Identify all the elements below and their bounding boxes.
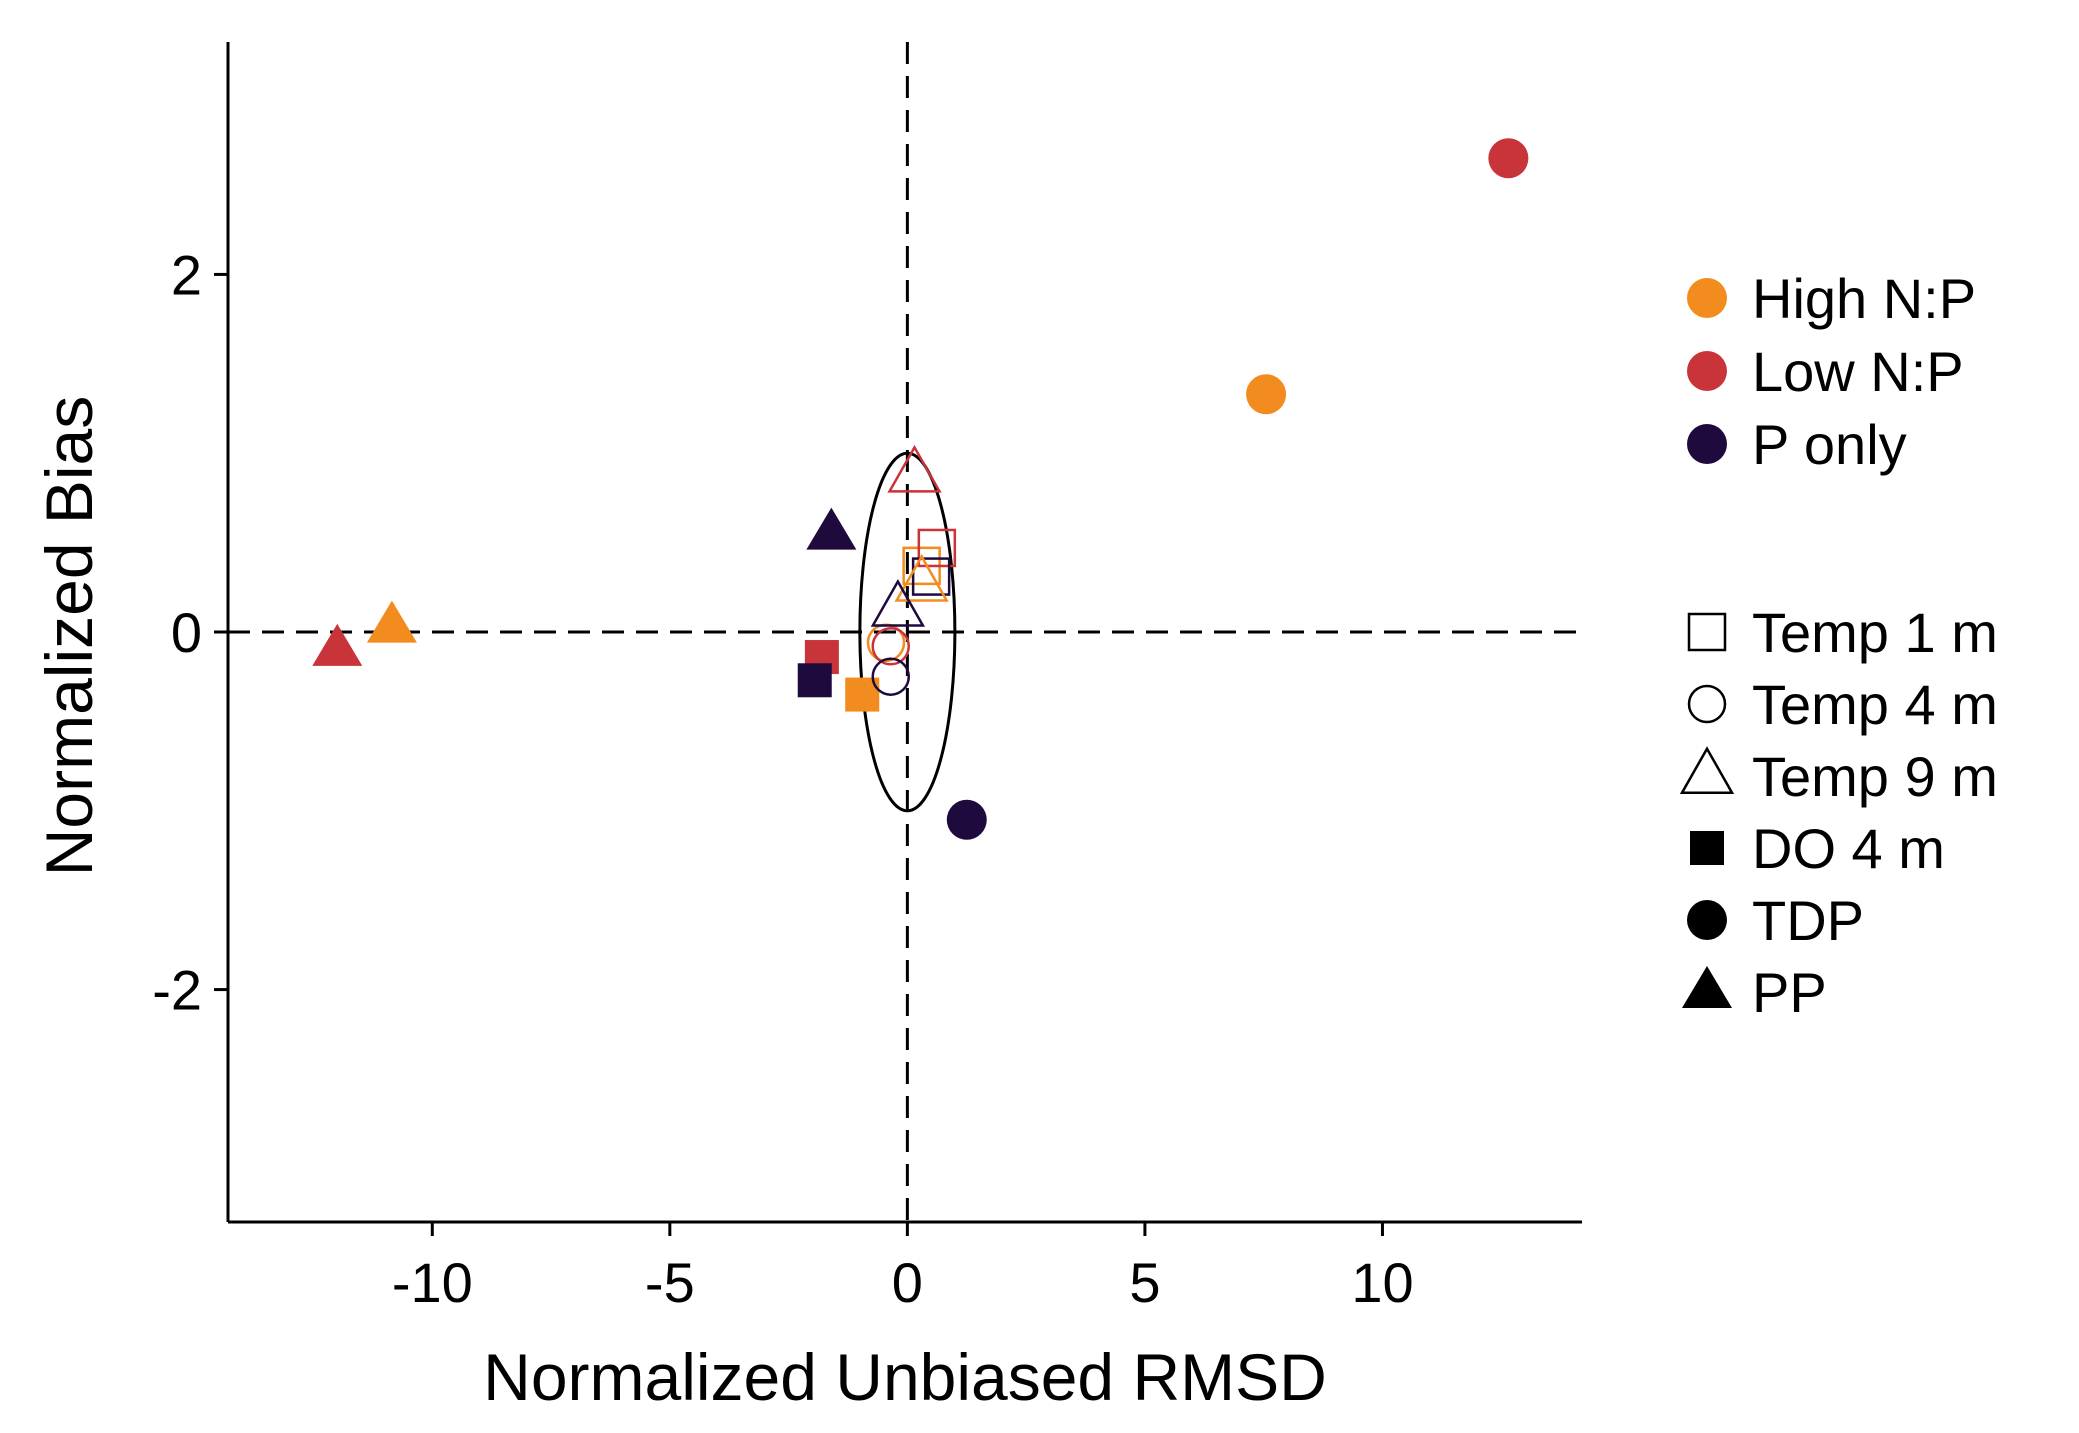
legend-shape-swatch [1687,900,1727,940]
unit-circle-ellipse [858,451,957,813]
data-point-p-only-pp [806,507,857,550]
legend-shape-label: DO 4 m [1752,817,1945,880]
data-point-low-n-p-temp-1-m [917,528,957,568]
reference-ellipse-layer [858,451,957,813]
data-point-p-only-do-4-m [797,663,832,698]
x-axis-title: Normalized Unbiased RMSD [483,1340,1327,1414]
legend-shape-swatch [1687,612,1727,652]
y-axis-ticks: -2 0 2 [152,243,228,1022]
legend-shape: Temp 1 m Temp 4 m Temp 9 m DO 4 m TDP PP [1679,601,1998,1024]
legend-color-label: Low N:P [1752,340,1964,403]
data-point-p-only-temp-9-m [870,578,926,627]
y-axis-title: Normalized Bias [32,396,106,877]
x-tick-label: 5 [1129,1251,1160,1314]
x-tick-label: 10 [1351,1251,1413,1314]
legend-color-swatch [1687,351,1727,391]
data-points [312,138,1529,840]
legend-color-swatch [1687,278,1727,318]
x-tick-label: 0 [892,1251,923,1314]
legend-shape-label: Temp 1 m [1752,601,1998,664]
data-point-p-only-temp-1-m [911,557,951,596]
data-point-p-only-tdp [946,799,987,840]
data-point-low-n-p-pp [312,623,363,666]
data-point-low-n-p-tdp [1488,138,1529,179]
legend-shape-swatch [1679,746,1735,794]
legend-shape-swatch [1690,831,1724,865]
legend-color-label: P only [1752,413,1907,476]
legend-shape-label: PP [1752,961,1827,1024]
x-tick-label: -5 [645,1251,695,1314]
legend-shape-swatch [1687,684,1727,724]
y-tick-label: 0 [171,601,202,664]
legend-shape-label: Temp 4 m [1752,673,1998,736]
legend-color-label: High N:P [1752,267,1976,330]
data-point-high-n-p-pp [366,600,417,643]
data-point-low-n-p-temp-4-m [871,627,910,666]
data-point-p-only-temp-4-m [871,657,910,696]
legend-color: High N:P Low N:P P only [1687,267,1976,476]
legend-shape-label: Temp 9 m [1752,745,1998,808]
legend-color-swatch [1687,424,1727,464]
y-tick-label: -2 [152,959,202,1022]
y-tick-label: 2 [171,243,202,306]
x-tick-label: -10 [392,1251,473,1314]
x-axis-ticks: -10 -5 0 5 10 [392,1222,1414,1314]
data-point-high-n-p-temp-9-m [894,553,949,602]
legend-shape-swatch [1682,965,1732,1008]
legend-shape-label: TDP [1752,889,1864,952]
data-point-low-n-p-temp-9-m [887,444,942,493]
data-point-high-n-p-tdp [1246,374,1287,415]
reference-lines [228,42,1582,1222]
